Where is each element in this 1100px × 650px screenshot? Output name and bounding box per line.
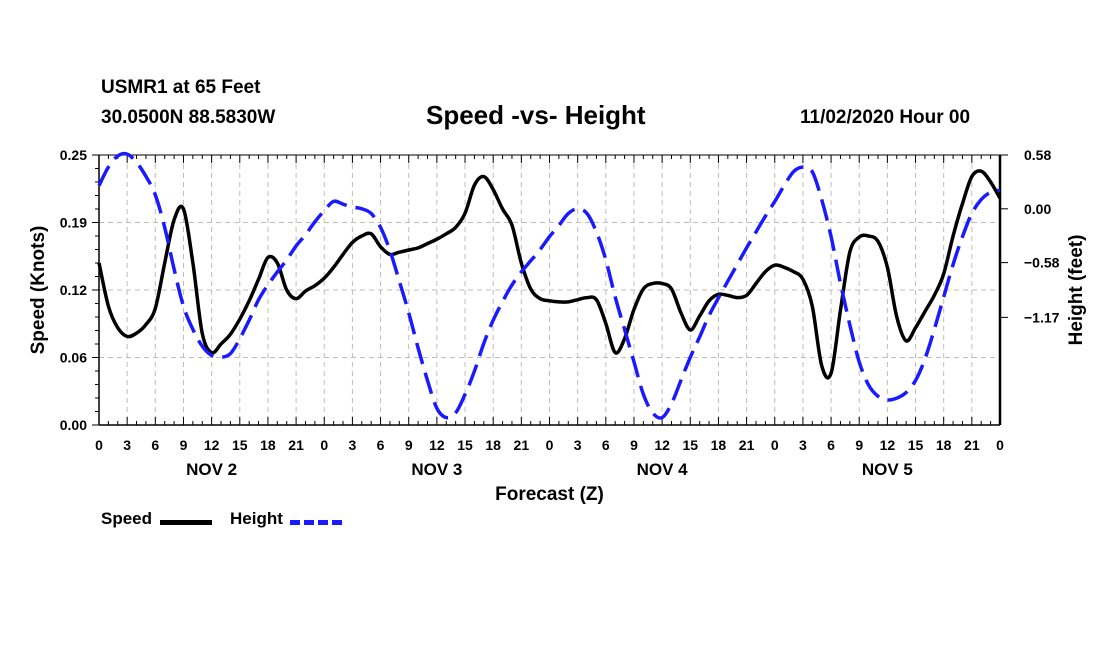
day-label: NOV 3 xyxy=(411,460,462,479)
x-tick-label: 12 xyxy=(654,437,670,453)
x-tick-label: 21 xyxy=(288,437,304,453)
y2-tick-label: 0.00 xyxy=(1024,201,1051,217)
x-tick-label: 3 xyxy=(574,437,582,453)
x-tick-label: 6 xyxy=(827,437,835,453)
x-tick-label: 21 xyxy=(739,437,755,453)
x-tick-label: 9 xyxy=(180,437,188,453)
x-axis-label: Forecast (Z) xyxy=(495,484,604,505)
x-tick-label: 3 xyxy=(799,437,807,453)
x-tick-label: 18 xyxy=(485,437,501,453)
speed-series-line xyxy=(97,169,1002,380)
legend-height-swatch xyxy=(290,520,342,525)
y2-tick-label: −0.58 xyxy=(1024,255,1060,271)
legend-speed-label: Speed xyxy=(101,509,153,528)
x-tick-label: 12 xyxy=(880,437,896,453)
y-tick-label: 0.25 xyxy=(60,147,87,163)
x-tick-label: 21 xyxy=(514,437,530,453)
day-label: NOV 2 xyxy=(186,460,237,479)
x-tick-label: 9 xyxy=(405,437,413,453)
x-tick-label: 15 xyxy=(457,437,473,453)
y-tick-label: 0.19 xyxy=(60,215,87,231)
y2-tick-label: −1.17 xyxy=(1024,309,1060,325)
x-tick-label: 12 xyxy=(429,437,445,453)
forecast-datetime: 11/02/2020 Hour 00 xyxy=(800,107,971,128)
x-tick-label: 9 xyxy=(855,437,863,453)
x-tick-label: 12 xyxy=(204,437,220,453)
x-tick-label: 6 xyxy=(377,437,385,453)
x-tick-label: 0 xyxy=(996,437,1004,453)
y-tick-label: 0.00 xyxy=(60,417,87,433)
y-tick-label: 0.12 xyxy=(60,282,87,298)
day-label: NOV 4 xyxy=(637,460,689,479)
x-tick-label: 6 xyxy=(151,437,159,453)
y2-axis-label: Height (feet) xyxy=(1066,235,1087,346)
y-tick-label: 0.06 xyxy=(60,350,87,366)
legend-height-label: Height xyxy=(230,509,283,528)
day-label: NOV 5 xyxy=(862,460,913,479)
station-label: USMR1 at 65 Feet xyxy=(101,77,261,98)
x-tick-label: 15 xyxy=(908,437,924,453)
chart-title: Speed -vs- Height xyxy=(426,100,646,130)
y-axis-label: Speed (Knots) xyxy=(28,226,49,355)
x-tick-label: 18 xyxy=(936,437,952,453)
x-tick-label: 9 xyxy=(630,437,638,453)
x-tick-label: 21 xyxy=(964,437,980,453)
x-tick-label: 3 xyxy=(123,437,131,453)
x-tick-label: 3 xyxy=(349,437,357,453)
x-tick-label: 6 xyxy=(602,437,610,453)
x-tick-label: 18 xyxy=(711,437,727,453)
coordinates-label: 30.0500N 88.5830W xyxy=(101,107,276,128)
x-tick-label: 0 xyxy=(546,437,554,453)
x-tick-label: 15 xyxy=(682,437,698,453)
y2-tick-label: 0.58 xyxy=(1024,147,1051,163)
x-tick-label: 15 xyxy=(232,437,248,453)
x-tick-label: 18 xyxy=(260,437,276,453)
height-series-line xyxy=(97,151,1001,420)
x-tick-label: 0 xyxy=(771,437,779,453)
x-tick-label: 0 xyxy=(320,437,328,453)
x-tick-label: 0 xyxy=(95,437,103,453)
legend-speed-swatch xyxy=(160,520,212,525)
